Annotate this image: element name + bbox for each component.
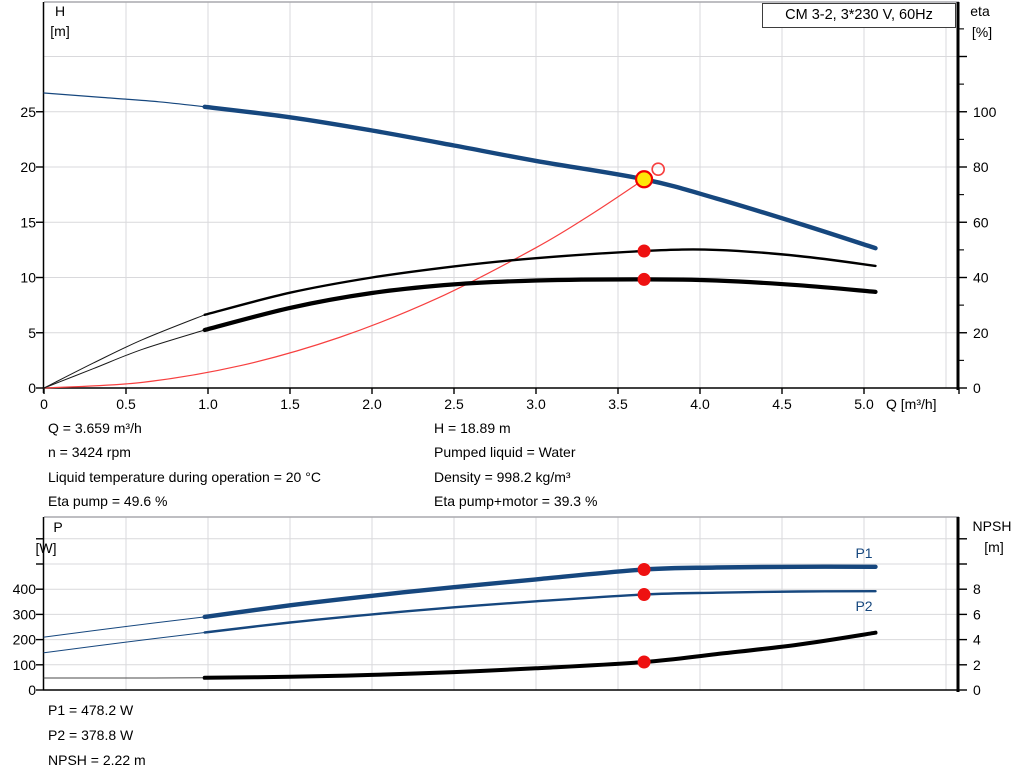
result-liquid-temperature: Liquid temperature during operation = 20…: [48, 469, 321, 485]
eta-pump-curve: [203, 248, 877, 316]
right-axis-tick-label: 20: [973, 325, 989, 341]
result-pumped-liquid: Pumped liquid = Water: [434, 444, 576, 460]
duty-point-dot: [637, 655, 651, 669]
duty-point-marker[interactable]: [634, 170, 654, 189]
right-axis-tick-label: 80: [973, 159, 989, 175]
system-curve: [43, 178, 645, 389]
left-axis-tick-label: 400: [13, 581, 37, 597]
right-axis-tick-label: 8: [973, 581, 981, 597]
duty-point-dot: [637, 272, 651, 286]
eta-pump-motor-curve-thin: [43, 329, 206, 389]
p1-curve: [202, 564, 878, 620]
right-axis-tick-label: 4: [973, 632, 981, 648]
left-axis-tick-label: 200: [13, 632, 37, 648]
p2-curve-label: P2: [855, 598, 873, 614]
x-axis-tick-label: 4.5: [772, 396, 792, 412]
head-curve: [202, 104, 878, 251]
left-axis-tick-label: 20: [20, 159, 36, 175]
left-axis-tick-label: 10: [20, 270, 36, 286]
x-axis-tick-label: 2.5: [444, 396, 464, 412]
result-p1: P1 = 478.2 W: [48, 702, 134, 718]
h-axis-unit: [m]: [50, 23, 70, 39]
left-axis-tick-label: 0: [28, 380, 36, 396]
x-axis-tick-label: 4.0: [690, 396, 710, 412]
requested-duty-point-marker: [651, 162, 665, 177]
result-eta-pump-motor: Eta pump+motor = 39.3 %: [434, 493, 598, 509]
x-axis-tick-label: 0: [40, 396, 48, 412]
npsh-axis-title: NPSH: [972, 518, 1012, 534]
right-axis-tick-label: 6: [973, 606, 981, 622]
result-p2: P2 = 378.8 W: [48, 727, 134, 743]
h-axis-title: H: [54, 3, 66, 19]
left-axis-tick-label: 15: [20, 214, 36, 230]
left-axis-tick-label: 300: [13, 606, 37, 622]
npsh-axis-unit: [m]: [984, 539, 1004, 555]
left-axis-tick-label: 100: [13, 657, 37, 673]
eta-axis-title: eta: [970, 3, 990, 19]
result-head: H = 18.89 m: [434, 420, 511, 436]
left-axis-tick-label: 5: [28, 325, 36, 341]
p2-curve-thin: [43, 632, 206, 654]
pump-designation-box: CM 3-2, 3*230 V, 60Hz: [762, 3, 956, 28]
right-axis-tick-label: 40: [973, 270, 989, 286]
x-axis-tick-label: 2.0: [362, 396, 382, 412]
right-axis-tick-label: 0: [973, 380, 981, 396]
right-axis-tick-label: 2: [973, 657, 981, 673]
q-axis-title: Q [m³/h]: [886, 396, 937, 412]
x-axis-tick-label: 5.0: [854, 396, 874, 412]
npsh-curve: [202, 630, 878, 680]
result-density: Density = 998.2 kg/m³: [434, 469, 571, 485]
result-flow: Q = 3.659 m³/h: [48, 420, 142, 436]
p2-curve: [203, 590, 877, 634]
p1-curve-thin: [43, 616, 206, 638]
p-axis-title: P: [53, 519, 63, 535]
x-axis-tick-label: 0.5: [116, 396, 136, 412]
eta-axis-unit: [%]: [971, 24, 993, 40]
result-npsh: NPSH = 2.22 m: [48, 752, 146, 768]
right-axis-tick-label: 60: [973, 214, 989, 230]
left-axis-tick-label: 0: [28, 682, 36, 698]
result-speed: n = 3424 rpm: [48, 444, 131, 460]
p1-curve-label: P1: [855, 545, 873, 561]
eta-pump-curve-thin: [43, 314, 206, 389]
right-axis-tick-label: 0: [973, 682, 981, 698]
x-axis-tick-label: 1.0: [198, 396, 218, 412]
x-axis-tick-label: 3.5: [608, 396, 628, 412]
result-eta-pump: Eta pump = 49.6 %: [48, 493, 168, 509]
duty-point-dot: [637, 244, 651, 258]
duty-point-dot: [637, 588, 651, 602]
x-axis-tick-label: 1.5: [280, 396, 300, 412]
x-axis-tick-label: 3.0: [526, 396, 546, 412]
p-axis-unit: [W]: [35, 540, 57, 556]
head-curve-thin: [43, 92, 206, 108]
eta-pump-motor-curve: [202, 277, 878, 333]
duty-point-dot: [637, 562, 651, 576]
left-axis-tick-label: 25: [20, 104, 36, 120]
right-axis-tick-label: 100: [973, 104, 997, 120]
